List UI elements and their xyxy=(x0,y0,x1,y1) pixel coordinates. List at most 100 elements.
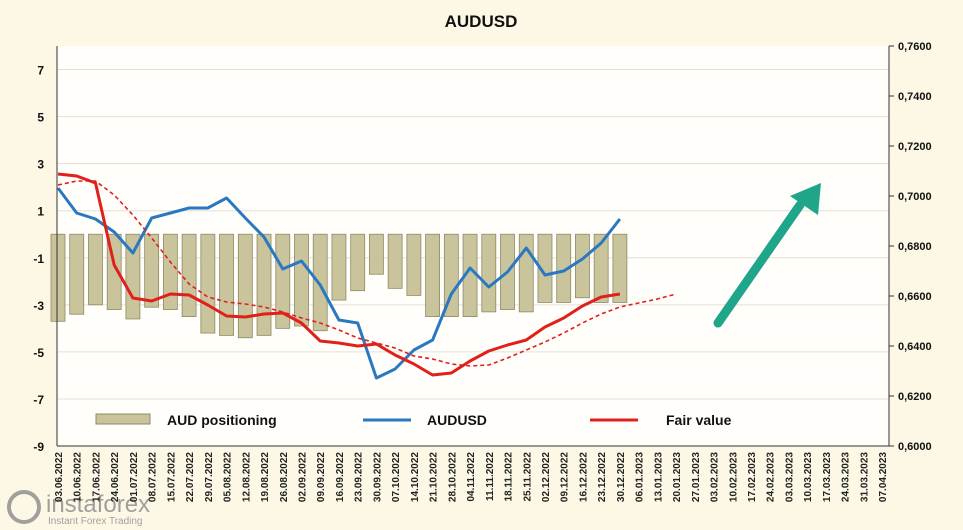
x-tick-label: 13.01.2023 xyxy=(653,452,664,502)
y2-tick-label: 0,7400 xyxy=(898,91,932,103)
x-tick-label: 02.12.2022 xyxy=(541,452,552,502)
x-tick-label: 09.12.2022 xyxy=(560,452,571,502)
x-tick-label: 16.12.2022 xyxy=(578,452,589,502)
x-tick-label: 17.06.2022 xyxy=(91,452,102,502)
x-tick-label: 07.04.2023 xyxy=(878,452,889,502)
y2-tick-label: 0,7600 xyxy=(898,41,932,53)
x-tick-label: 22.07.2022 xyxy=(185,452,196,502)
y2-tick-label: 0,6400 xyxy=(898,341,932,353)
x-tick-label: 08.07.2022 xyxy=(148,452,159,502)
x-tick-label: 27.01.2023 xyxy=(691,452,702,502)
y-tick-label: 1 xyxy=(37,205,44,219)
bar xyxy=(443,233,459,317)
bar xyxy=(256,233,272,336)
x-tick-label: 16.09.2022 xyxy=(335,452,346,502)
legend-label: Fair value xyxy=(666,412,732,428)
y2-tick-label: 0,6800 xyxy=(898,241,932,253)
bar xyxy=(181,233,197,317)
bar xyxy=(537,233,553,303)
y-tick-label: 7 xyxy=(37,64,44,78)
x-tick-label: 05.08.2022 xyxy=(223,452,234,502)
line xyxy=(57,180,677,367)
x-tick-label: 18.11.2022 xyxy=(504,452,515,502)
y-tick-label: -1 xyxy=(33,252,44,266)
chart-title: AUDUSD xyxy=(445,12,518,31)
bar xyxy=(144,233,160,308)
x-tick-label: 26.08.2022 xyxy=(279,452,290,502)
legend-label: AUD positioning xyxy=(167,412,277,428)
bar xyxy=(387,233,403,289)
x-tick-label: 10.02.2023 xyxy=(728,452,739,502)
x-tick-label: 15.07.2022 xyxy=(166,452,177,502)
y2-tick-label: 0,6200 xyxy=(898,391,932,403)
watermark: instaforex Instant Forex Trading xyxy=(7,490,150,527)
watermark-tagline: Instant Forex Trading xyxy=(48,516,143,527)
x-tick-label: 24.06.2022 xyxy=(110,452,121,502)
y-tick-label: -7 xyxy=(33,393,44,407)
plot-layer xyxy=(50,69,889,447)
bar xyxy=(612,233,628,303)
x-tick-label: 10.06.2022 xyxy=(73,452,84,502)
bar xyxy=(556,233,572,303)
y-tick-label: 5 xyxy=(37,111,44,125)
y-tick-label: -3 xyxy=(33,299,44,313)
bar xyxy=(219,233,234,336)
line xyxy=(56,187,622,380)
bar xyxy=(350,233,366,292)
watermark-brand: instaforex xyxy=(46,491,150,518)
x-tick-label: 23.12.2022 xyxy=(597,452,608,502)
arrow xyxy=(713,183,821,328)
x-tick-label: 30.12.2022 xyxy=(616,452,627,502)
x-tick-label: 12.08.2022 xyxy=(241,452,252,502)
bar xyxy=(200,233,216,334)
bar xyxy=(275,233,291,329)
y2-tick-label: 0,6000 xyxy=(898,441,932,453)
x-tick-label: 19.08.2022 xyxy=(260,452,271,502)
x-tick-label: 21.10.2022 xyxy=(429,452,440,502)
bar xyxy=(50,233,66,322)
arrow-shaft xyxy=(713,200,805,328)
x-tick-label: 14.10.2022 xyxy=(410,452,421,502)
legend-swatch xyxy=(95,413,151,425)
x-tick-label: 03.02.2023 xyxy=(710,452,721,502)
y-tick-label: -5 xyxy=(33,346,44,360)
x-tick-label: 01.07.2022 xyxy=(129,452,140,502)
x-tick-label: 17.02.2023 xyxy=(747,452,758,502)
bar xyxy=(518,233,534,313)
x-tick-label: 24.02.2023 xyxy=(766,452,777,502)
y2-tick-label: 0,7200 xyxy=(898,141,932,153)
bar xyxy=(593,233,609,303)
bar xyxy=(294,233,309,327)
bar xyxy=(312,233,328,332)
watermark-logo xyxy=(7,490,41,524)
bar xyxy=(369,233,384,275)
bar xyxy=(69,233,85,315)
x-tick-label: 02.09.2022 xyxy=(297,452,308,502)
x-tick-label: 29.07.2022 xyxy=(204,452,215,502)
x-tick-label: 20.01.2023 xyxy=(672,452,683,502)
legend-label: AUDUSD xyxy=(427,412,487,428)
x-tick-label: 10.03.2023 xyxy=(803,452,814,502)
bar xyxy=(481,233,497,313)
bar xyxy=(162,233,178,310)
x-tick-label: 07.10.2022 xyxy=(391,452,402,502)
x-tick-label: 06.01.2023 xyxy=(635,452,646,502)
x-tick-label: 30.09.2022 xyxy=(372,452,383,502)
bar xyxy=(237,233,253,339)
bar xyxy=(425,233,441,317)
bar xyxy=(406,233,422,296)
y-tick-label: -9 xyxy=(33,440,44,454)
x-tick-label: 25.11.2022 xyxy=(522,452,533,502)
line xyxy=(57,172,621,377)
x-tick-label: 28.10.2022 xyxy=(447,452,458,502)
bar xyxy=(88,233,103,306)
x-tick-label: 03.06.2022 xyxy=(54,452,65,502)
bar xyxy=(331,233,347,301)
y2-tick-label: 0,7000 xyxy=(898,191,932,203)
x-tick-label: 31.03.2023 xyxy=(859,452,870,502)
x-tick-label: 11.11.2022 xyxy=(485,452,496,501)
x-tick-label: 04.11.2022 xyxy=(466,452,477,502)
arrow-head xyxy=(790,183,821,215)
y2-tick-label: 0,6600 xyxy=(898,291,932,303)
x-tick-label: 24.03.2023 xyxy=(841,452,852,502)
